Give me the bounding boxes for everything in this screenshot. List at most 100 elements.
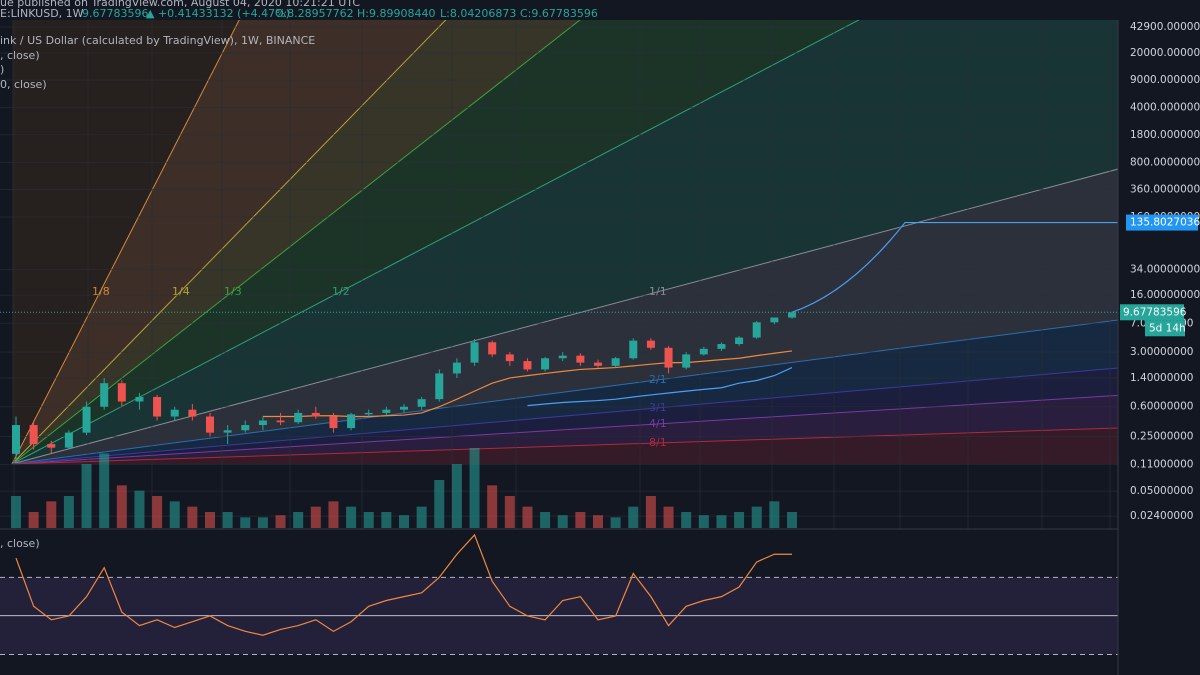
candle-body <box>29 425 38 445</box>
candle-body <box>47 444 56 448</box>
volume-bar <box>416 506 427 528</box>
y-tick-label: 1800.00000000 <box>1130 129 1200 141</box>
volume-bar <box>205 512 215 528</box>
volume-bar <box>575 512 586 528</box>
y-tick-label: 42900.00000000 <box>1130 21 1200 33</box>
candle-body <box>505 354 514 362</box>
volume-bar <box>734 512 745 528</box>
volume-bar <box>310 506 321 528</box>
candle-body <box>400 406 408 410</box>
candle-body <box>576 355 585 363</box>
fan-label: 1/3 <box>224 285 242 298</box>
candle-body <box>717 344 726 349</box>
candle-body <box>629 340 638 359</box>
indicator-label: 0, close) <box>0 78 47 91</box>
moving-average <box>527 367 793 407</box>
fan-label: 2/1 <box>649 373 667 386</box>
candle-body <box>117 383 126 402</box>
y-tick-label: 34.00000000 <box>1130 264 1200 276</box>
y-tick-label: 4000.00000000 <box>1130 102 1200 114</box>
volume-bar <box>469 448 480 528</box>
volume-bar <box>293 512 304 528</box>
published: ue published on TradingView.com, August … <box>0 0 360 9</box>
countdown: 5d 14h <box>1149 322 1186 334</box>
y-tick-label: 360.00000000 <box>1130 183 1200 195</box>
axis-labels: 42900.00000000 20000.00000000 9000.0000000… <box>1120 21 1200 522</box>
volume-bar <box>46 501 57 528</box>
close: C:9.67783596 <box>520 7 598 20</box>
fan-label: 1/8 <box>92 285 110 298</box>
symbol: E:LINKUSD, 1W <box>0 7 84 20</box>
candle-body <box>523 361 532 370</box>
rsi-background <box>0 530 1118 675</box>
volume-bar <box>645 496 656 528</box>
candle-body <box>452 362 461 374</box>
volume-bar <box>451 464 462 528</box>
candle-body <box>135 396 144 402</box>
fan-label: 3/1 <box>649 401 667 414</box>
change: ▲ +0.41433132 (+4.47%) <box>146 7 290 20</box>
last-price-box <box>1120 304 1184 321</box>
fan-zone <box>12 20 1118 464</box>
candle-body <box>12 425 20 454</box>
candle-body <box>294 412 303 423</box>
volume-bar <box>363 512 374 528</box>
y-tick-label: 0.05000000 <box>1130 485 1193 497</box>
volume-bar <box>434 480 445 528</box>
volume-bar <box>769 501 780 528</box>
volume-bar <box>681 512 692 528</box>
candle-body <box>770 317 779 323</box>
last-price-label: 9.67783596 <box>1123 306 1187 318</box>
candle-body <box>594 362 602 366</box>
volume-bar <box>28 512 39 528</box>
volume-bar <box>399 515 409 528</box>
high: H:9.89908440 <box>357 7 435 20</box>
candle-body <box>611 358 620 366</box>
candle-body <box>241 425 250 431</box>
rsi-line <box>15 533 792 636</box>
candle-body <box>276 420 285 423</box>
candle-body <box>364 412 373 415</box>
fan-label: 4/1 <box>649 417 667 430</box>
volume-bar <box>751 506 762 528</box>
volume-bar <box>328 501 339 528</box>
volume-bar <box>240 517 251 528</box>
volume-bar <box>152 496 163 528</box>
candle-body <box>347 414 356 429</box>
volume-bar <box>116 485 127 528</box>
price-pane <box>0 221 1118 528</box>
y-tick-label: 0.60000000 <box>1130 401 1193 413</box>
y-tick-label: 16.00000000 <box>1130 289 1200 301</box>
y-tick-label: 0.11000000 <box>1130 458 1193 470</box>
y-tick-label: 0.25000000 <box>1130 430 1193 442</box>
candle-body <box>170 409 179 417</box>
volume-bar <box>63 496 74 528</box>
volume-bar <box>628 506 639 528</box>
candle-body <box>64 432 73 448</box>
volume-bar <box>787 512 797 528</box>
volume-bar <box>99 453 110 528</box>
volume-bar <box>698 515 709 528</box>
candle-body <box>258 420 267 426</box>
candle-body <box>558 355 567 359</box>
volume-bar <box>381 512 392 528</box>
candle-body <box>206 416 214 433</box>
candle-body <box>752 322 761 338</box>
chart-title: ink / US Dollar (calculated by TradingVi… <box>0 34 315 47</box>
indicator-label: ) <box>0 63 4 76</box>
candle-body <box>488 342 497 355</box>
y-tick-label: 3.00000000 <box>1130 346 1193 358</box>
volume-bar <box>187 506 198 528</box>
candle-body <box>82 406 91 433</box>
volume-bar <box>487 485 498 528</box>
volume-bar <box>557 515 568 528</box>
candle-body <box>682 354 691 368</box>
candle-body <box>699 348 708 355</box>
target-box <box>1126 214 1198 231</box>
y-tick-label: 800.00000000 <box>1130 156 1200 168</box>
fan-label: 1/4 <box>172 285 190 298</box>
candle-body <box>329 416 338 429</box>
candle-body <box>735 337 744 345</box>
